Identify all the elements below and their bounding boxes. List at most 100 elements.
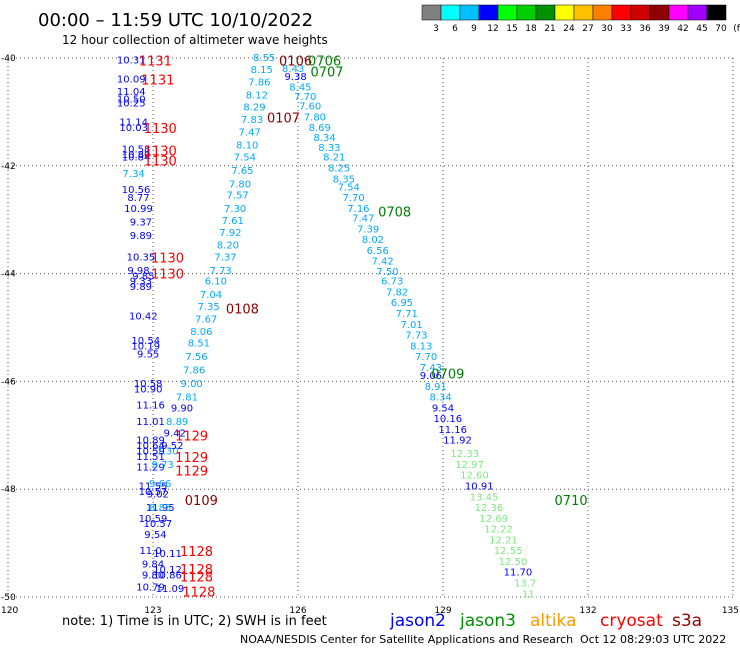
wave-height-value: 13.45 xyxy=(470,492,499,503)
wave-height-value: 8.43 xyxy=(282,64,304,75)
y-tick-label: -48 xyxy=(1,485,16,495)
wave-height-value: 8.12 xyxy=(246,91,268,102)
wave-height-value: 11.92 xyxy=(443,436,472,447)
color-swatch xyxy=(535,4,556,21)
wave-height-value: 7.70 xyxy=(342,193,364,204)
wave-height-value: 7.70 xyxy=(415,352,437,363)
color-swatch xyxy=(687,4,708,21)
wave-height-value: 8.25 xyxy=(328,163,350,174)
satellite-name-altika: altika xyxy=(530,611,577,631)
wave-height-value: 6.73 xyxy=(381,277,403,288)
wave-height-value: 6.10 xyxy=(205,277,227,288)
wave-height-value: 12.60 xyxy=(460,471,489,482)
wave-height-value: 10.57 xyxy=(139,487,168,498)
wave-height-value: 8.21 xyxy=(323,153,345,164)
y-tick-label: -42 xyxy=(1,162,16,172)
wave-height-value: 9.33 xyxy=(130,277,152,288)
color-scale-label: 9 xyxy=(471,24,477,34)
color-scale-label: 27 xyxy=(582,24,593,34)
pass-time-label: 1128 xyxy=(182,586,215,601)
wave-height-value: 8.85 xyxy=(149,503,171,514)
wave-height-value: 9.66 xyxy=(149,479,171,490)
satellite-name-jason3: jason3 xyxy=(459,611,516,631)
wave-height-value: 12.55 xyxy=(494,546,523,557)
color-scale-label: 30 xyxy=(601,24,613,34)
wave-height-value: 7.47 xyxy=(239,127,261,138)
y-tick-label: -46 xyxy=(1,377,16,387)
wave-height-value: 7.73 xyxy=(210,266,232,277)
wave-height-value: 10.79 xyxy=(136,582,165,593)
wave-height-value: 7.73 xyxy=(405,331,427,342)
wave-height-value: 7.67 xyxy=(195,314,217,325)
wave-height-value: 11. xyxy=(522,589,538,600)
wave-height-value: 9.42 xyxy=(164,429,186,440)
color-scale-label: 6 xyxy=(452,24,458,34)
wave-height-value: 9.84 xyxy=(142,560,164,571)
wave-height-value: 10.56 xyxy=(122,185,151,196)
color-swatch xyxy=(516,4,537,21)
wave-height-value: 10.86 xyxy=(153,570,182,581)
wave-height-value: 12.36 xyxy=(475,503,504,514)
color-swatch xyxy=(497,4,518,21)
wave-height-value: 10.64 xyxy=(136,441,165,452)
pass-time-label: 0109 xyxy=(185,494,218,509)
wave-height-value: 8.06 xyxy=(190,327,212,338)
wave-height-value: 8.55 xyxy=(253,53,275,64)
wave-height-value: 9.54 xyxy=(144,530,166,541)
color-swatch xyxy=(421,4,442,21)
wave-height-value: 8.34 xyxy=(429,393,451,404)
wave-height-value: 9.89 xyxy=(130,231,152,242)
color-swatch xyxy=(630,4,651,21)
wave-height-value: 10.25 xyxy=(117,98,146,109)
wave-height-value: 10.91 xyxy=(465,482,494,493)
wave-height-value: 7.70 xyxy=(294,92,316,103)
pass-time-label: 1130 xyxy=(144,122,177,137)
wave-height-value: 12.33 xyxy=(450,449,479,460)
wave-height-value: 11.16 xyxy=(136,401,165,412)
wave-height-value: 11.01 xyxy=(136,417,165,428)
color-swatch xyxy=(459,4,480,21)
wave-height-value: 8.29 xyxy=(243,103,265,114)
pass-time-label: 0706 xyxy=(308,55,341,70)
color-scale-label: 24 xyxy=(563,24,575,34)
wave-height-value: 7.35 xyxy=(197,302,219,313)
wave-height-value: 7.82 xyxy=(386,287,408,298)
wave-height-value: 11.55 xyxy=(139,482,168,493)
wave-height-value: 8.35 xyxy=(333,174,355,185)
wave-height-value: 9.98 xyxy=(127,266,149,277)
wave-height-value: 10.57 xyxy=(144,519,173,530)
wave-height-value: 10.80 xyxy=(122,150,151,161)
color-swatch xyxy=(573,4,594,21)
wave-height-value: 8.77 xyxy=(127,193,149,204)
wave-height-value: 8.10 xyxy=(236,140,258,151)
wave-height-value: 10.35 xyxy=(127,252,156,263)
wave-height-value: 10.84 xyxy=(122,153,151,164)
wave-height-value: 7.81 xyxy=(176,393,198,404)
y-tick-label: -44 xyxy=(1,270,16,280)
wave-height-value: 7.16 xyxy=(347,204,369,215)
wave-height-value: 10.90 xyxy=(134,384,163,395)
pass-time-label: 0710 xyxy=(555,494,588,509)
pass-time-label: 1130 xyxy=(151,251,184,266)
wave-height-value: 13.7 xyxy=(514,579,536,590)
wave-height-value: 10.03 xyxy=(119,123,148,134)
wave-height-value: 7.50 xyxy=(376,267,398,278)
wave-height-value: 7.30 xyxy=(224,204,246,215)
pass-time-label: 1128 xyxy=(180,571,213,586)
wave-height-value: 7.86 xyxy=(183,366,205,377)
pass-time-label: 1130 xyxy=(151,268,184,283)
pass-time-label: 0108 xyxy=(226,303,259,318)
pass-time-label: 1130 xyxy=(144,154,177,169)
wave-height-value: 8.13 xyxy=(410,341,432,352)
wave-height-value: 9.73 xyxy=(152,460,174,471)
wave-height-value: 9.80 xyxy=(142,570,164,581)
wave-height-value: 7.47 xyxy=(352,214,374,225)
color-scale-label: 12 xyxy=(487,24,498,34)
wave-height-value: 7.92 xyxy=(219,228,241,239)
wave-height-value: 10.58 xyxy=(122,145,151,156)
x-tick-label: 120 xyxy=(1,606,18,616)
wave-height-value: 9.90 xyxy=(171,403,193,414)
